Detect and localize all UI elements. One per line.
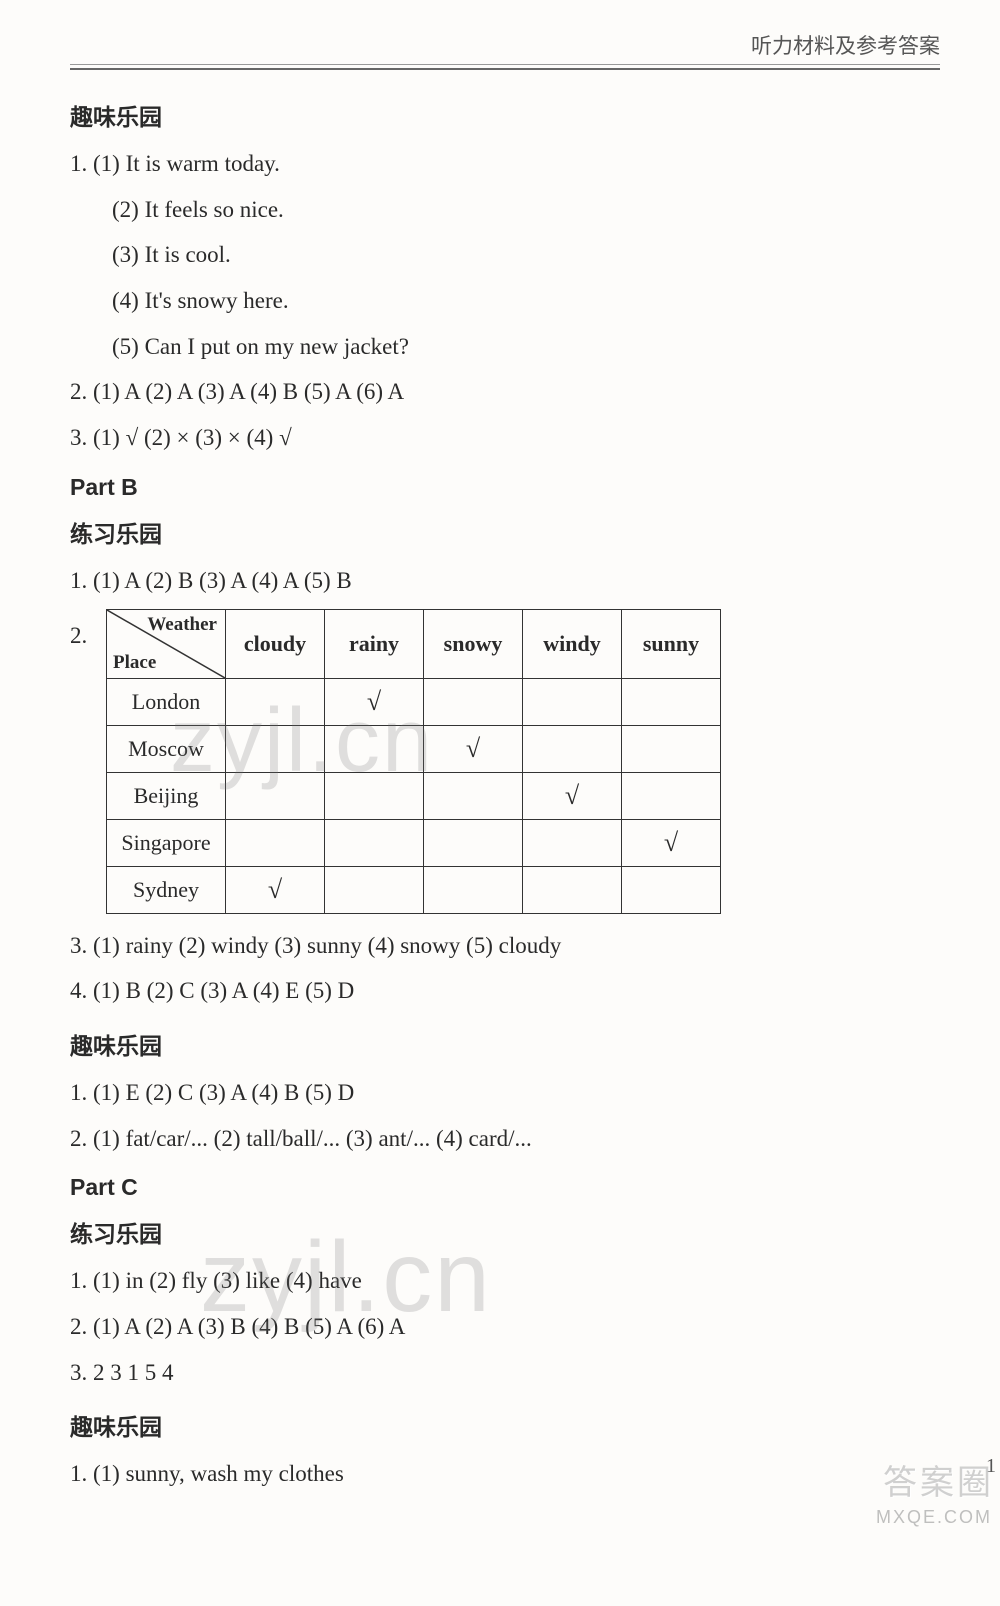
col-sunny: sunny: [622, 609, 721, 678]
cell: [424, 678, 523, 725]
cell: [523, 866, 622, 913]
corner-url: MXQE.COM: [876, 1507, 992, 1528]
cell: [523, 725, 622, 772]
cell: [523, 819, 622, 866]
cell: [622, 678, 721, 725]
cell: √: [523, 772, 622, 819]
page: 听力材料及参考答案 趣味乐园 1. (1) It is warm today. …: [0, 0, 1000, 1538]
diag-weather: Weather: [147, 614, 217, 636]
cell: [622, 725, 721, 772]
cell: [226, 772, 325, 819]
table-row: Sydney √: [107, 866, 721, 913]
cell: [226, 678, 325, 725]
c-fun-title: 趣味乐园: [70, 1408, 940, 1442]
corner-badge: 答案圈: [883, 1455, 994, 1504]
c-prac-q3: 3. 2 3 1 5 4: [70, 1351, 940, 1395]
b-prac-q2-num: 2.: [70, 609, 106, 649]
col-snowy: snowy: [424, 609, 523, 678]
cell: [424, 772, 523, 819]
part-b-title: Part B: [70, 474, 940, 501]
b-prac-q3: 3. (1) rainy (2) windy (3) sunny (4) sno…: [70, 924, 940, 968]
a-fun-q1-4: (4) It's snowy here.: [70, 279, 940, 323]
place-sydney: Sydney: [107, 866, 226, 913]
cell: [325, 772, 424, 819]
part-c-title: Part C: [70, 1174, 940, 1201]
diag-place: Place: [113, 652, 156, 674]
a-fun-q1-2: (2) It feels so nice.: [70, 188, 940, 232]
cell: [523, 678, 622, 725]
diag-cell: Weather Place: [107, 609, 226, 678]
page-number: 1: [986, 1455, 996, 1478]
cell: [424, 866, 523, 913]
b-prac-q2-row: 2. Weather Place cloudy rainy snowy wind…: [70, 609, 940, 914]
cell: [325, 819, 424, 866]
col-rainy: rainy: [325, 609, 424, 678]
weather-table: Weather Place cloudy rainy snowy windy s…: [106, 609, 721, 914]
b-prac-q4: 4. (1) B (2) C (3) A (4) E (5) D: [70, 969, 940, 1013]
c-fun-q1: 1. (1) sunny, wash my clothes: [70, 1452, 940, 1496]
cell: √: [424, 725, 523, 772]
a-fun-q1-1: 1. (1) It is warm today.: [70, 142, 940, 186]
table-header-row: Weather Place cloudy rainy snowy windy s…: [107, 609, 721, 678]
cell: [325, 866, 424, 913]
b-prac-q1: 1. (1) A (2) B (3) A (4) A (5) B: [70, 559, 940, 603]
table-row: Singapore √: [107, 819, 721, 866]
a-fun-q1-5: (5) Can I put on my new jacket?: [70, 325, 940, 369]
b-prac-title: 练习乐园: [70, 515, 940, 549]
cell: [226, 725, 325, 772]
table-row: Beijing √: [107, 772, 721, 819]
header-rule: [70, 64, 940, 70]
table-row: London √: [107, 678, 721, 725]
cell: [226, 819, 325, 866]
cell: √: [325, 678, 424, 725]
cell: [424, 819, 523, 866]
q1-item-1: (1) It is warm today.: [93, 151, 280, 176]
place-singapore: Singapore: [107, 819, 226, 866]
cell: [622, 866, 721, 913]
a-fun-q2: 2. (1) A (2) A (3) A (4) B (5) A (6) A: [70, 370, 940, 414]
cell: [622, 772, 721, 819]
a-fun-q3: 3. (1) √ (2) × (3) × (4) √: [70, 416, 940, 460]
col-windy: windy: [523, 609, 622, 678]
place-london: London: [107, 678, 226, 725]
c-prac-q2: 2. (1) A (2) A (3) B (4) B (5) A (6) A: [70, 1305, 940, 1349]
cell: √: [622, 819, 721, 866]
place-beijing: Beijing: [107, 772, 226, 819]
b-fun-title: 趣味乐园: [70, 1027, 940, 1061]
b-fun-q2: 2. (1) fat/car/... (2) tall/ball/... (3)…: [70, 1117, 940, 1161]
place-moscow: Moscow: [107, 725, 226, 772]
header-right: 听力材料及参考答案: [70, 30, 940, 60]
table-row: Moscow √: [107, 725, 721, 772]
b-fun-q1: 1. (1) E (2) C (3) A (4) B (5) D: [70, 1071, 940, 1115]
q1-num: 1.: [70, 151, 87, 176]
section-a-fun-title: 趣味乐园: [70, 98, 940, 132]
c-prac-title: 练习乐园: [70, 1215, 940, 1249]
cell: √: [226, 866, 325, 913]
cell: [325, 725, 424, 772]
col-cloudy: cloudy: [226, 609, 325, 678]
c-prac-q1: 1. (1) in (2) fly (3) like (4) have: [70, 1259, 940, 1303]
a-fun-q1-3: (3) It is cool.: [70, 233, 940, 277]
